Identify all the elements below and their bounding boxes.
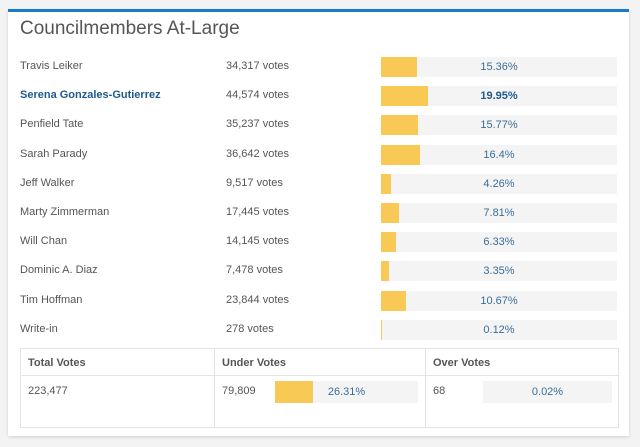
candidate-percent-bar: 3.35%: [381, 261, 617, 282]
candidate-percent: 3.35%: [483, 265, 515, 278]
candidate-votes: 17,445 votes: [226, 206, 289, 218]
candidate-percent: 16.4%: [483, 148, 515, 161]
candidate-percent-bar: 19.95%: [381, 86, 617, 107]
candidate-row: Tim Hoffman 23,844 votes 10.67%: [8, 290, 629, 313]
candidate-bar-fill: [381, 57, 418, 77]
total-votes-value: 223,477: [28, 385, 68, 397]
candidate-row: Will Chan 14,145 votes 6.33%: [8, 232, 629, 254]
candidate-percent-bar: 10.67%: [381, 290, 617, 311]
candidate-percent: 10.67%: [480, 294, 518, 307]
under-votes-value: 79,809: [222, 385, 256, 397]
candidate-votes: 14,145 votes: [226, 235, 289, 248]
candidate-row: Sarah Parady 36,642 votes 16.4%: [8, 144, 629, 167]
candidate-bar-fill: [381, 115, 419, 136]
candidate-name: Will Chan: [20, 235, 68, 248]
candidate-row: Penfield Tate 35,237 votes 15.77%: [8, 115, 629, 137]
candidate-votes: 35,237 votes: [226, 118, 289, 131]
candidate-bar-fill: [381, 261, 389, 282]
over-votes-value: 68: [433, 385, 446, 397]
candidate-bar-fill: [381, 86, 429, 107]
under-votes-header: Under Votes: [215, 349, 425, 376]
under-votes-column: Under Votes 79,809 26.31%: [215, 349, 426, 427]
candidate-row: Travis Leiker 34,317 votes 15.36%: [8, 57, 629, 79]
candidate-name: Serena Gonzales-Gutierrez: [20, 89, 161, 102]
over-votes-percent: 0.02%: [531, 386, 564, 398]
candidate-bar-fill: [381, 319, 382, 340]
under-votes-percent: 26.31%: [327, 386, 366, 398]
candidate-percent-bar: 0.12%: [381, 319, 617, 340]
candidate-percent-bar: 15.36%: [381, 57, 617, 77]
candidate-bar-fill: [381, 203, 400, 223]
over-votes-bar: 0.02%: [483, 381, 612, 403]
candidate-name: Jeff Walker: [20, 176, 75, 189]
candidate-votes: 23,844 votes: [226, 293, 289, 306]
candidate-bar-fill: [381, 232, 396, 253]
under-votes-bar: 26.31%: [275, 381, 418, 403]
candidate-row: Dominic A. Diaz 7,478 votes 3.35%: [8, 261, 629, 283]
candidate-votes: 44,574 votes: [226, 89, 289, 102]
candidate-percent-bar: 15.77%: [381, 115, 617, 136]
total-votes-header: Total Votes: [21, 349, 214, 376]
vote-summary-table: Total Votes 223,477 Under Votes 79,809 2…: [20, 348, 619, 428]
candidate-name: Tim Hoffman: [20, 293, 83, 306]
candidate-name: Write-in: [20, 322, 58, 335]
candidate-percent: 15.36%: [480, 61, 518, 73]
candidate-name: Travis Leiker: [20, 60, 83, 72]
candidate-percent: 4.26%: [483, 177, 515, 190]
candidate-percent-bar: 6.33%: [381, 232, 617, 253]
candidate-percent: 15.77%: [480, 119, 518, 132]
candidate-row: Jeff Walker 9,517 votes 4.26%: [8, 173, 629, 196]
candidate-name: Dominic A. Diaz: [20, 264, 98, 277]
candidate-row: Marty Zimmerman 17,445 votes 7.81%: [8, 203, 629, 225]
candidate-bar-fill: [381, 173, 392, 194]
race-title: Councilmembers At-Large: [20, 18, 240, 39]
over-votes-header: Over Votes: [426, 349, 618, 376]
candidate-percent-bar: 7.81%: [381, 203, 617, 223]
total-votes-column: Total Votes 223,477: [21, 349, 215, 427]
candidate-name: Sarah Parady: [20, 147, 88, 160]
candidate-votes: 9,517 votes: [226, 176, 283, 189]
candidate-percent: 19.95%: [480, 90, 518, 103]
candidate-percent: 6.33%: [483, 236, 515, 249]
candidate-row: Serena Gonzales-Gutierrez 44,574 votes 19.…: [8, 86, 629, 108]
candidate-bar-fill: [381, 290, 407, 311]
candidate-percent-bar: 4.26%: [381, 173, 617, 194]
under-votes-bar-fill: [275, 381, 313, 403]
candidate-name: Penfield Tate: [20, 118, 84, 131]
candidate-votes: 278 votes: [226, 322, 274, 335]
candidate-row: Write-in 278 votes 0.12%: [8, 319, 629, 342]
candidate-percent: 0.12%: [483, 323, 515, 336]
candidate-name: Marty Zimmerman: [20, 206, 110, 218]
candidate-percent: 7.81%: [483, 207, 515, 219]
over-votes-column: Over Votes 68 0.02%: [426, 349, 618, 427]
candidate-percent-bar: 16.4%: [381, 144, 617, 165]
results-card: Councilmembers At-Large Travis Leiker 34,…: [8, 9, 629, 436]
candidate-votes: 7,478 votes: [226, 264, 283, 277]
candidate-votes: 36,642 votes: [226, 147, 289, 160]
candidate-votes: 34,317 votes: [226, 60, 289, 72]
candidate-bar-fill: [381, 144, 420, 165]
